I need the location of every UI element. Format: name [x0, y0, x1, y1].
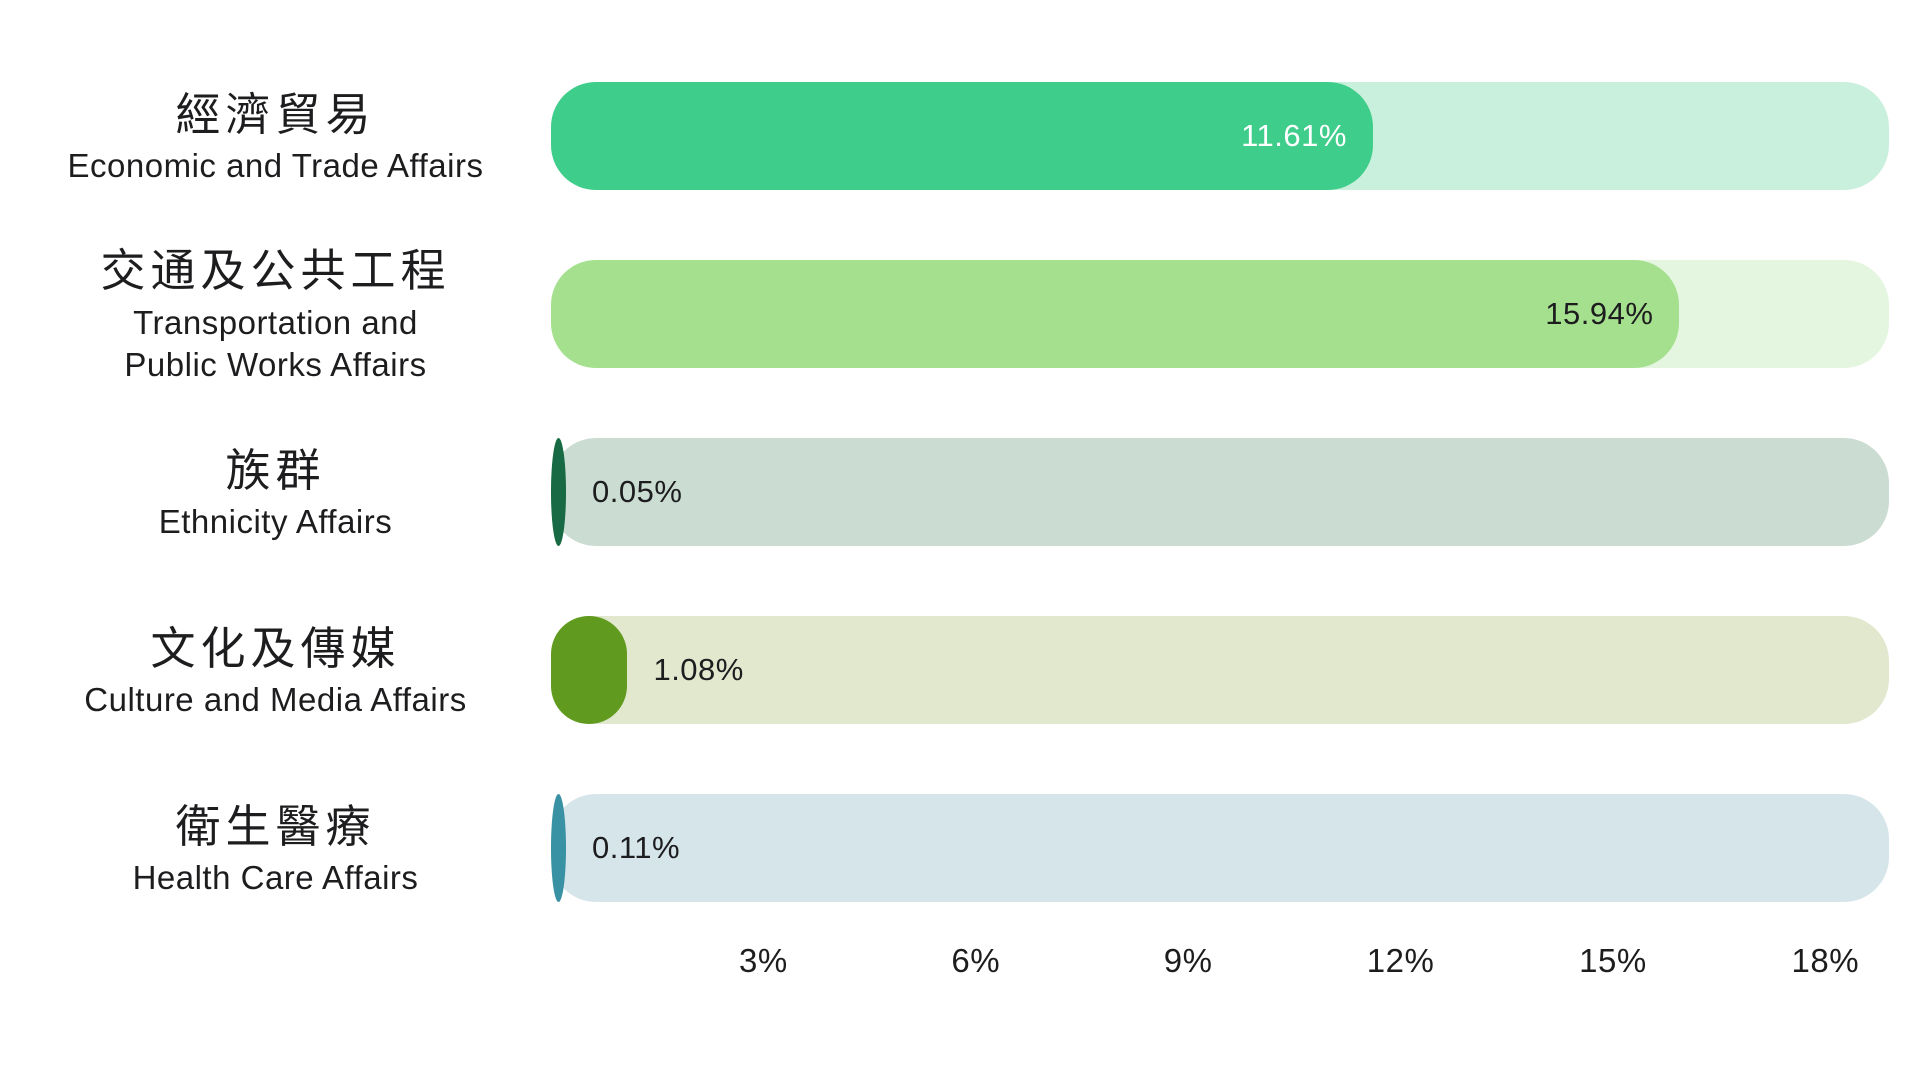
- bar-fill: [551, 260, 1680, 368]
- category-label-en: Economic and Trade Affairs: [67, 147, 484, 185]
- chart-row: 經濟貿易 Economic and Trade Affairs 11.61%: [0, 82, 1920, 190]
- category-label: 交通及公共工程 Transportation and Public Works A…: [0, 241, 551, 386]
- category-label-zh: 衛生醫療: [175, 800, 376, 852]
- category-label-en: Public Works Affairs: [124, 346, 427, 384]
- category-label: 族群 Ethnicity Affairs: [0, 441, 551, 544]
- category-label-zh: 交通及公共工程: [100, 245, 451, 297]
- bar-value-label: 0.05%: [592, 474, 683, 509]
- category-label: 衛生醫療 Health Care Affairs: [0, 797, 551, 900]
- bar-value-label: 0.11%: [592, 830, 681, 865]
- x-axis-tick-label: 12%: [1366, 942, 1435, 979]
- bar-track: 11.61%: [551, 82, 1889, 190]
- chart-row: 衛生醫療 Health Care Affairs 0.11%: [0, 794, 1920, 902]
- category-label-zh: 文化及傳媒: [150, 622, 401, 674]
- category-label-en: Ethnicity Affairs: [158, 503, 393, 541]
- category-label-zh: 族群: [225, 444, 326, 496]
- bar-track: 15.94%: [551, 260, 1889, 368]
- category-label-zh: 經濟貿易: [175, 88, 376, 140]
- bar-value-label: 11.61%: [1241, 118, 1347, 153]
- chart-row: 文化及傳媒 Culture and Media Affairs 1.08%: [0, 616, 1920, 724]
- x-axis-tick-label: 3%: [739, 942, 788, 979]
- x-axis-tick-label: 15%: [1579, 942, 1647, 979]
- category-label-en: Health Care Affairs: [132, 859, 419, 897]
- chart-rows: 經濟貿易 Economic and Trade Affairs 11.61% 交…: [0, 82, 1920, 972]
- bar-track: 1.08%: [551, 616, 1889, 724]
- x-axis: 3% 6% 9% 12% 15% 18%: [551, 942, 1889, 988]
- bar-fill: [551, 82, 1373, 190]
- x-axis-tick-label: 6%: [951, 942, 1001, 979]
- bar-fill: [551, 616, 628, 724]
- category-label-en: Culture and Media Affairs: [84, 681, 467, 719]
- chart-row: 交通及公共工程 Transportation and Public Works A…: [0, 245, 1920, 383]
- category-label: 文化及傳媒 Culture and Media Affairs: [0, 619, 551, 722]
- bar-value-label: 1.08%: [653, 652, 744, 687]
- x-axis-tick-label: 18%: [1791, 942, 1860, 979]
- bar-value-label: 15.94%: [1545, 296, 1654, 331]
- category-label: 經濟貿易 Economic and Trade Affairs: [0, 85, 551, 188]
- chart-row: 族群 Ethnicity Affairs 0.05%: [0, 438, 1920, 546]
- category-label-en: Transportation and: [133, 304, 418, 342]
- bar-fill: [551, 438, 566, 546]
- bar-track: 0.05%: [551, 438, 1889, 546]
- bar-track: 0.11%: [551, 794, 1889, 902]
- x-axis-tick-label: 9%: [1163, 942, 1213, 979]
- bar-fill: [551, 794, 566, 902]
